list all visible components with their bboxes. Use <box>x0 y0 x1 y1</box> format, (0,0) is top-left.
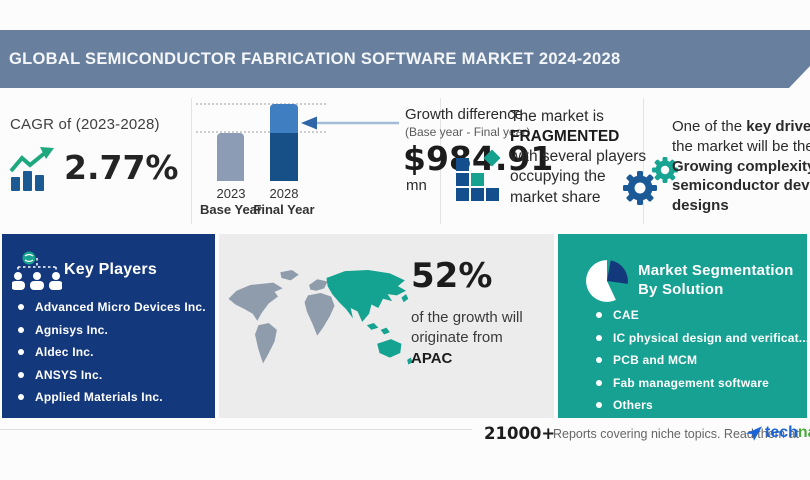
segmentation-panel: Market Segmentation By Solution CAE IC p… <box>558 234 809 421</box>
key-player-item: ANSYS Inc. <box>18 368 206 382</box>
fragmented-text: The market is FRAGMENTED with several pl… <box>510 107 648 208</box>
bar-2023 <box>217 133 244 181</box>
key-drivers-pre: One of the <box>672 118 747 135</box>
fragmented-text-post: with several players occupying the marke… <box>510 148 647 206</box>
growth-difference-arrow <box>301 115 401 136</box>
segmentation-item: Others <box>596 398 809 412</box>
footer-divider <box>0 429 472 430</box>
gridline-base <box>196 131 326 133</box>
report-count: 21000+ <box>484 424 556 443</box>
footer-text: Reports covering niche topics. Read them… <box>553 427 799 441</box>
header-ribbon: GLOBAL SEMICONDUCTOR FABRICATION SOFTWAR… <box>0 30 810 88</box>
pie-chart-icon <box>584 258 630 309</box>
key-drivers-bold2: Growing complexity of semiconductor devi… <box>672 157 810 215</box>
segmentation-list: CAE IC physical design and verificat... … <box>596 308 809 421</box>
key-player-item: Advanced Micro Devices Inc. <box>18 300 206 314</box>
fragmented-text-bold: FRAGMENTED <box>510 128 620 146</box>
fragmented-squares-icon <box>456 148 506 207</box>
segmentation-item: PCB and MCM <box>596 353 809 367</box>
logo-text-tech: tech <box>765 424 798 441</box>
key-drivers-bold1: key drivers <box>746 118 810 135</box>
key-drivers-mid: of the market will be the <box>672 137 810 155</box>
apac-share-pre: of the growth will originate from <box>411 309 523 347</box>
regional-growth-panel: 52% of the growth will originate from AP… <box>219 234 554 418</box>
paper-plane-icon <box>745 425 763 442</box>
bar-growth-icon <box>8 146 60 199</box>
logo-text-navio: navio <box>797 424 810 441</box>
divider-2 <box>440 98 441 224</box>
fragmented-text-pre: The market is <box>510 108 604 125</box>
key-player-item: Applied Materials Inc. <box>18 390 206 404</box>
segmentation-item: CAE <box>596 308 809 322</box>
bar2-label: Final Year <box>253 202 315 217</box>
divider-3 <box>643 98 644 224</box>
key-player-item: Agnisys Inc. <box>18 323 206 337</box>
apac-share-text: of the growth will originate from APAC <box>411 308 539 369</box>
technavio-logo[interactable]: technavio <box>745 424 810 442</box>
divider-1 <box>191 98 192 224</box>
gears-icon <box>618 156 680 215</box>
world-map <box>225 264 421 387</box>
cagr-value: 2.77% <box>64 148 179 187</box>
bar-2028-growth-segment <box>270 104 298 133</box>
key-players-title: Key Players <box>64 261 157 278</box>
key-players-panel: Key Players Advanced Micro Devices Inc. … <box>2 234 215 418</box>
bar-2028-base-segment <box>270 133 298 181</box>
segmentation-item: IC physical design and verificat... <box>596 331 809 345</box>
key-players-list: Advanced Micro Devices Inc. Agnisys Inc.… <box>18 300 206 413</box>
apac-share-bold: APAC <box>411 349 453 367</box>
growth-difference-unit: mn <box>406 177 427 194</box>
bar2-year: 2028 <box>269 186 299 201</box>
apac-share-value: 52% <box>411 256 493 296</box>
page-title: GLOBAL SEMICONDUCTOR FABRICATION SOFTWAR… <box>9 50 621 68</box>
growth-difference-value: $984.91 <box>403 139 554 178</box>
bar1-year: 2023 <box>216 186 246 201</box>
segmentation-title: Market Segmentation By Solution <box>638 262 794 298</box>
cagr-label: CAGR of (2023-2028) <box>10 116 160 133</box>
growth-difference-title: Growth difference <box>405 106 524 123</box>
bar-2028 <box>270 104 298 181</box>
key-player-item: Aldec Inc. <box>18 345 206 359</box>
key-drivers-text: One of the key drivers of the market wil… <box>672 117 810 216</box>
org-chart-icon <box>11 250 63 299</box>
gridline-top <box>196 103 326 105</box>
bar1-label: Base Year <box>200 202 262 217</box>
growth-difference-subtitle: (Base year - Final year) <box>405 125 531 139</box>
segmentation-item: Fab management software <box>596 376 809 390</box>
